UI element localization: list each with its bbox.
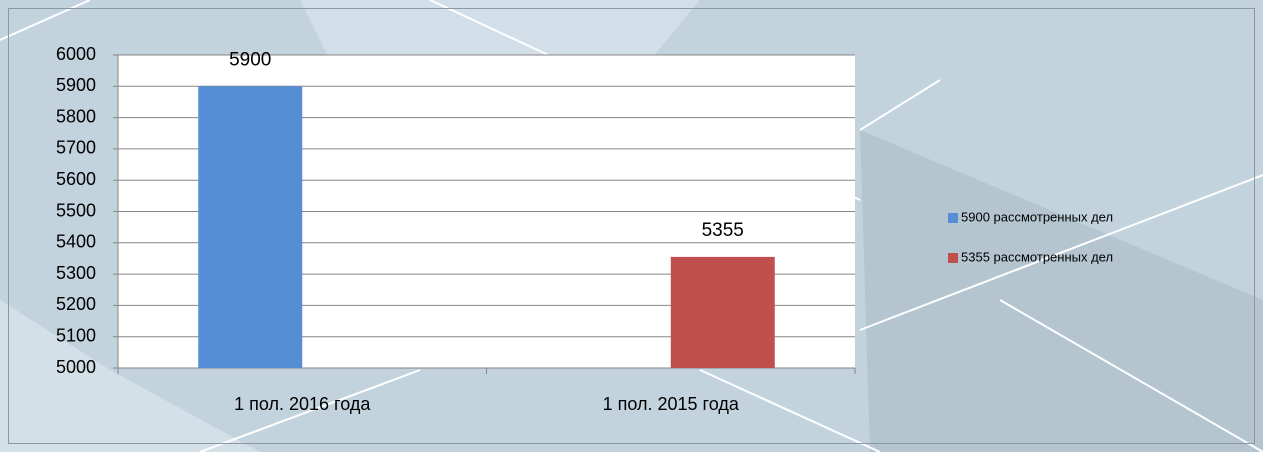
y-tick-label: 5700 <box>56 138 96 158</box>
y-tick-label: 5000 <box>56 357 96 377</box>
y-tick-label: 5800 <box>56 106 96 126</box>
bar <box>198 86 303 369</box>
data-label: 5900 <box>229 49 271 70</box>
y-tick-label: 5400 <box>56 232 96 252</box>
y-tick-label: 5200 <box>56 294 96 314</box>
legend-swatch <box>948 213 958 223</box>
y-tick-label: 5500 <box>56 200 96 220</box>
y-tick-label: 5300 <box>56 263 96 283</box>
y-tick-label: 6000 <box>56 44 96 64</box>
x-tick-label: 1 пол. 2015 года <box>603 394 740 414</box>
bar <box>670 256 775 368</box>
legend-label: 5900 рассмотренных дел <box>961 209 1113 224</box>
y-tick-label: 5600 <box>56 169 96 189</box>
data-label: 5355 <box>702 220 744 241</box>
y-tick-label: 5900 <box>56 75 96 95</box>
x-tick-label: 1 пол. 2016 года <box>234 394 371 414</box>
y-tick-label: 5100 <box>56 325 96 345</box>
legend-swatch <box>948 253 958 263</box>
legend-label: 5355 рассмотренных дел <box>961 249 1113 264</box>
